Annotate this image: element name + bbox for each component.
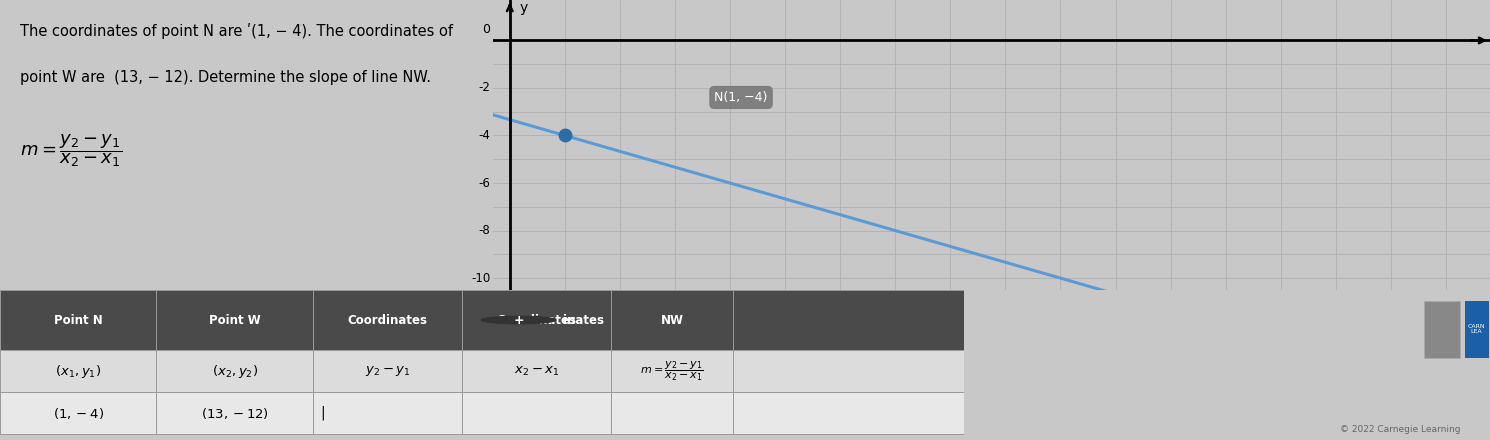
- FancyBboxPatch shape: [733, 350, 964, 392]
- FancyBboxPatch shape: [313, 350, 462, 392]
- FancyBboxPatch shape: [0, 350, 156, 392]
- FancyBboxPatch shape: [611, 350, 733, 392]
- Text: Point W: Point W: [209, 313, 261, 326]
- Text: NW: NW: [660, 313, 684, 326]
- Text: $y_2 - y_1$: $y_2 - y_1$: [365, 364, 410, 378]
- FancyBboxPatch shape: [313, 290, 462, 350]
- Text: -6: -6: [478, 176, 490, 190]
- Circle shape: [481, 316, 556, 324]
- Text: N(1, −4): N(1, −4): [714, 91, 767, 104]
- FancyBboxPatch shape: [611, 290, 733, 350]
- FancyBboxPatch shape: [462, 290, 611, 350]
- Text: -8: -8: [478, 224, 490, 237]
- Text: $(x_1, y_1)$: $(x_1, y_1)$: [55, 363, 101, 379]
- FancyBboxPatch shape: [733, 392, 964, 434]
- FancyBboxPatch shape: [156, 290, 313, 350]
- FancyBboxPatch shape: [733, 290, 964, 350]
- Text: point W are  (13, − 12). Determine the slope of line NW.: point W are (13, − 12). Determine the sl…: [19, 70, 431, 84]
- Text: -10: -10: [471, 271, 490, 285]
- FancyBboxPatch shape: [156, 392, 313, 434]
- Text: +: +: [513, 313, 524, 326]
- Text: |: |: [320, 406, 325, 420]
- FancyBboxPatch shape: [313, 392, 462, 434]
- Text: -4: -4: [478, 129, 490, 142]
- Text: $x_2 - x_1$: $x_2 - x_1$: [514, 364, 559, 378]
- FancyBboxPatch shape: [462, 350, 611, 392]
- FancyBboxPatch shape: [1424, 301, 1460, 357]
- Text: Point N: Point N: [54, 313, 103, 326]
- FancyBboxPatch shape: [611, 392, 733, 434]
- FancyBboxPatch shape: [1465, 301, 1489, 357]
- Text: $(1, -4)$: $(1, -4)$: [52, 406, 104, 421]
- Text: $m = \dfrac{y_2 - y_1}{x_2 - x_1}$: $m = \dfrac{y_2 - y_1}{x_2 - x_1}$: [641, 359, 703, 383]
- Text: Coordinates: Coordinates: [496, 313, 577, 326]
- Text: $m = \dfrac{y_2 - y_1}{x_2 - x_1}$: $m = \dfrac{y_2 - y_1}{x_2 - x_1}$: [19, 132, 122, 169]
- FancyBboxPatch shape: [0, 290, 156, 350]
- Text: Coordinates: Coordinates: [347, 313, 428, 326]
- FancyBboxPatch shape: [156, 350, 313, 392]
- Text: -2: -2: [478, 81, 490, 95]
- Text: The coordinates of point N are ʹ(1, − 4). The coordinates of: The coordinates of point N are ʹ(1, − 4)…: [19, 23, 453, 39]
- Text: y: y: [520, 1, 527, 15]
- Text: inates: inates: [563, 313, 605, 326]
- Text: 0: 0: [483, 23, 490, 36]
- FancyBboxPatch shape: [0, 392, 156, 434]
- Bar: [964, 290, 1490, 440]
- FancyBboxPatch shape: [462, 392, 611, 434]
- Text: $(x_2, y_2)$: $(x_2, y_2)$: [212, 363, 258, 379]
- Text: © 2022 Carnegie Learning: © 2022 Carnegie Learning: [1340, 425, 1460, 434]
- Text: CARN
LEA: CARN LEA: [1468, 323, 1486, 334]
- Text: $(13, -12)$: $(13, -12)$: [201, 406, 268, 421]
